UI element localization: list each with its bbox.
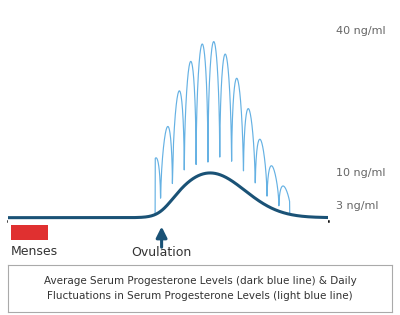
Text: 10 ng/ml: 10 ng/ml [336,168,386,178]
Text: 3 ng/ml: 3 ng/ml [336,201,379,211]
Text: Average Serum Progesterone Levels (dark blue line) & Daily
Fluctuations in Serum: Average Serum Progesterone Levels (dark … [44,276,356,301]
Text: Ovulation: Ovulation [132,246,192,260]
Text: Menses: Menses [11,245,58,258]
Text: 40 ng/ml: 40 ng/ml [336,26,386,37]
Bar [11,225,48,240]
